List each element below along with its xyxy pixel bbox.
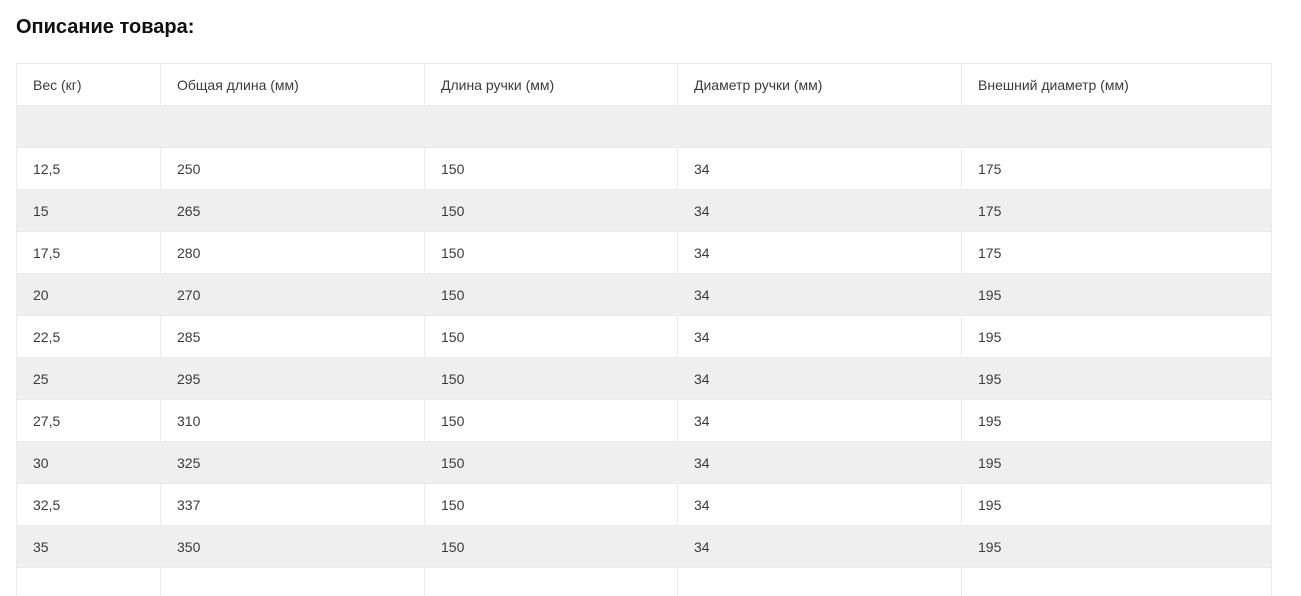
table-row: 32,5 337 150 34 195	[16, 483, 1272, 526]
table-cell: 175	[961, 147, 1272, 190]
table-cell: 310	[160, 399, 425, 442]
table-cell: 150	[424, 189, 678, 232]
table-cell: 34	[677, 189, 962, 232]
table-cell: 337	[160, 483, 425, 526]
table-cell: 325	[160, 441, 425, 484]
table-cell: 34	[677, 441, 962, 484]
table-cell: 175	[961, 189, 1272, 232]
table-cell	[16, 567, 161, 596]
table-row: 25 295 150 34 195	[16, 357, 1272, 400]
table-cell: 270	[160, 273, 425, 316]
table-cell	[160, 567, 425, 596]
table-cell: 285	[160, 315, 425, 358]
table-cell: 175	[961, 231, 1272, 274]
table-body: 12,5 250 150 34 175 15 265 150 34 175 17,5 280 150 34…	[16, 105, 1272, 596]
column-header-handle-length: Длина ручки (мм)	[424, 63, 678, 106]
table-cell: 195	[961, 273, 1272, 316]
table-cell: 195	[961, 315, 1272, 358]
table-row	[16, 567, 1272, 596]
column-header-total-length: Общая длина (мм)	[160, 63, 425, 106]
table-cell: 195	[961, 483, 1272, 526]
table-cell: 195	[961, 525, 1272, 568]
product-specs-table: Вес (кг) Общая длина (мм) Длина ручки (м…	[16, 63, 1272, 596]
table-cell: 150	[424, 483, 678, 526]
table-cell: 265	[160, 189, 425, 232]
table-cell: 195	[961, 441, 1272, 484]
table-cell: 280	[160, 231, 425, 274]
table-row: 35 350 150 34 195	[16, 525, 1272, 568]
table-cell: 17,5	[16, 231, 161, 274]
table-cell: 22,5	[16, 315, 161, 358]
column-header-weight: Вес (кг)	[16, 63, 161, 106]
table-cell: 30	[16, 441, 161, 484]
table-cell	[16, 105, 161, 148]
table-row: 30 325 150 34 195	[16, 441, 1272, 484]
table-cell: 34	[677, 483, 962, 526]
table-row: 15 265 150 34 175	[16, 189, 1272, 232]
table-cell: 34	[677, 357, 962, 400]
table-cell: 250	[160, 147, 425, 190]
table-cell: 150	[424, 315, 678, 358]
table-cell	[160, 105, 425, 148]
table-row: 27,5 310 150 34 195	[16, 399, 1272, 442]
table-cell: 195	[961, 357, 1272, 400]
table-cell: 34	[677, 231, 962, 274]
table-cell: 25	[16, 357, 161, 400]
table-cell: 150	[424, 231, 678, 274]
table-header-row: Вес (кг) Общая длина (мм) Длина ручки (м…	[16, 63, 1272, 106]
table-row: 12,5 250 150 34 175	[16, 147, 1272, 190]
table-cell: 150	[424, 357, 678, 400]
table-cell	[677, 105, 962, 148]
table-row: 22,5 285 150 34 195	[16, 315, 1272, 358]
table-cell: 32,5	[16, 483, 161, 526]
table-cell: 295	[160, 357, 425, 400]
table-cell: 20	[16, 273, 161, 316]
table-cell	[677, 567, 962, 596]
page-title: Описание товара:	[16, 16, 195, 38]
column-header-handle-diameter: Диаметр ручки (мм)	[677, 63, 962, 106]
column-header-outer-diameter: Внешний диаметр (мм)	[961, 63, 1272, 106]
table-cell: 150	[424, 525, 678, 568]
table-header: Вес (кг) Общая длина (мм) Длина ручки (м…	[16, 63, 1272, 106]
table-cell: 34	[677, 315, 962, 358]
table-row: 20 270 150 34 195	[16, 273, 1272, 316]
table-cell: 195	[961, 399, 1272, 442]
table-cell: 150	[424, 147, 678, 190]
table-cell: 35	[16, 525, 161, 568]
table-row	[16, 105, 1272, 148]
table-cell: 34	[677, 147, 962, 190]
table-cell: 34	[677, 525, 962, 568]
table-cell: 27,5	[16, 399, 161, 442]
table-cell: 34	[677, 273, 962, 316]
table-cell: 12,5	[16, 147, 161, 190]
table-cell: 34	[677, 399, 962, 442]
table-cell	[424, 105, 678, 148]
table-cell: 150	[424, 273, 678, 316]
table-cell: 350	[160, 525, 425, 568]
table-cell: 150	[424, 399, 678, 442]
table-cell	[961, 567, 1272, 596]
table-cell: 15	[16, 189, 161, 232]
table-cell	[961, 105, 1272, 148]
table-row: 17,5 280 150 34 175	[16, 231, 1272, 274]
table-cell	[424, 567, 678, 596]
table-cell: 150	[424, 441, 678, 484]
